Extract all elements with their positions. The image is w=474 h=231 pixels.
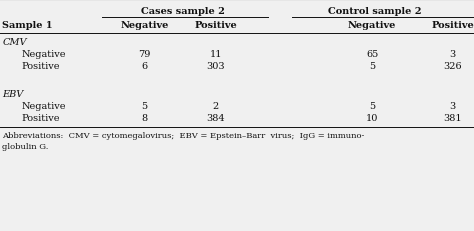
Text: Abbreviations:  CMV = cytomegalovirus;  EBV = Epstein–Barr  virus;  IgG = immuno: Abbreviations: CMV = cytomegalovirus; EB…: [2, 131, 365, 139]
Text: 79: 79: [138, 50, 151, 59]
Text: 5: 5: [369, 62, 375, 71]
Text: 10: 10: [366, 113, 378, 122]
Text: 384: 384: [206, 113, 225, 122]
Text: globulin G.: globulin G.: [2, 142, 49, 150]
Text: 303: 303: [206, 62, 225, 71]
Text: 8: 8: [142, 113, 147, 122]
Text: EBV: EBV: [2, 90, 24, 99]
Text: 381: 381: [443, 113, 462, 122]
Text: 65: 65: [366, 50, 378, 59]
Text: 5: 5: [369, 102, 375, 110]
Text: 3: 3: [449, 50, 456, 59]
Text: 11: 11: [210, 50, 222, 59]
Text: Positive: Positive: [194, 21, 237, 30]
Text: Negative: Negative: [21, 102, 66, 110]
Text: Positive: Positive: [431, 21, 474, 30]
Text: Negative: Negative: [348, 21, 396, 30]
Text: Sample 1: Sample 1: [2, 21, 53, 30]
Text: Cases sample 2: Cases sample 2: [141, 7, 224, 16]
Text: Control sample 2: Control sample 2: [328, 7, 421, 16]
Text: 6: 6: [142, 62, 147, 71]
Text: Positive: Positive: [21, 113, 60, 122]
Text: 2: 2: [212, 102, 219, 110]
Text: Negative: Negative: [21, 50, 66, 59]
Text: CMV: CMV: [2, 38, 27, 47]
Text: 3: 3: [449, 102, 456, 110]
Text: 326: 326: [443, 62, 462, 71]
Text: Negative: Negative: [120, 21, 169, 30]
Text: 5: 5: [142, 102, 147, 110]
Text: Positive: Positive: [21, 62, 60, 71]
